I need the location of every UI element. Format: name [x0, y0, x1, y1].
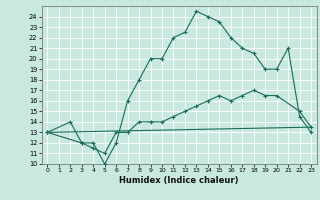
X-axis label: Humidex (Indice chaleur): Humidex (Indice chaleur): [119, 176, 239, 185]
